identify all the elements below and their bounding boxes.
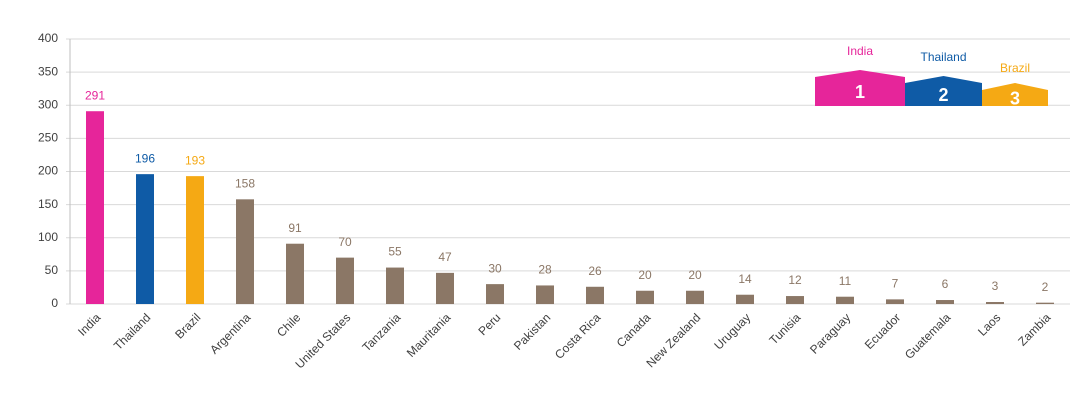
y-tick-label: 50 [45, 263, 59, 277]
bar [186, 176, 204, 304]
value-label: 6 [942, 277, 949, 291]
value-label: 47 [438, 250, 452, 264]
bar [836, 296, 854, 304]
y-tick-label: 100 [38, 230, 58, 244]
bar [536, 285, 554, 304]
x-tick-label: Brazil [172, 310, 203, 341]
value-label: 193 [185, 153, 205, 167]
bar [86, 111, 104, 305]
bar [786, 296, 804, 304]
y-tick-label: 150 [38, 197, 58, 211]
value-label: 2 [1042, 280, 1049, 294]
bar [286, 243, 304, 304]
bar [336, 257, 354, 304]
x-tick-label: Peru [476, 310, 504, 338]
bar [236, 199, 254, 304]
x-tick-label: Tanzania [359, 310, 403, 354]
value-label: 291 [85, 88, 105, 102]
x-tick-label: Tunisia [766, 310, 803, 347]
bar [636, 290, 654, 304]
podium-block [905, 76, 982, 106]
x-tick-label: Ecuador [862, 310, 904, 352]
podium-block [815, 70, 905, 106]
x-tick-label: Guatemala [902, 310, 954, 362]
bar [486, 284, 504, 304]
x-tick-label: Uruguay [711, 310, 753, 352]
x-tick-label: Laos [975, 310, 1003, 338]
value-label: 12 [788, 273, 802, 287]
x-tick-label: Mauritania [404, 310, 454, 360]
value-label: 70 [338, 235, 352, 249]
value-label: 3 [992, 279, 999, 293]
value-label: 28 [538, 263, 552, 277]
value-label: 7 [892, 277, 899, 291]
bar [136, 174, 154, 304]
value-label: 20 [688, 268, 702, 282]
x-tick-label: Thailand [111, 310, 153, 352]
value-label: 20 [638, 268, 652, 282]
podium-rank: 1 [855, 82, 865, 102]
podium-name: Brazil [1000, 61, 1030, 75]
podium-name: Thailand [920, 50, 966, 64]
x-tick-label: Canada [614, 310, 654, 350]
y-tick-label: 250 [38, 131, 58, 145]
y-tick-label: 350 [38, 64, 58, 78]
x-tick-label: Argentina [207, 310, 253, 356]
bar [686, 290, 704, 304]
bar [936, 300, 954, 304]
x-tick-label: Chile [274, 310, 303, 339]
podium-block [982, 83, 1048, 106]
x-tick-label: India [75, 310, 104, 339]
value-label: 91 [288, 221, 302, 235]
x-tick-label: Pakistan [511, 310, 553, 352]
x-tick-label: Zambia [1015, 310, 1053, 348]
value-label: 158 [235, 176, 255, 190]
y-tick-label: 400 [38, 31, 58, 45]
y-tick-label: 300 [38, 97, 58, 111]
podium-rank: 3 [1010, 88, 1020, 108]
value-label: 55 [388, 245, 402, 259]
y-tick-label: 0 [51, 296, 58, 310]
x-tick-label: Costa Rica [552, 310, 604, 362]
bar [1036, 302, 1054, 304]
value-label: 26 [588, 264, 602, 278]
podium-rank: 2 [938, 85, 948, 105]
value-label: 196 [135, 151, 155, 165]
x-tick-label: Paraguay [807, 310, 853, 356]
podium-name: India [847, 44, 873, 58]
value-label: 11 [839, 274, 852, 288]
bar [386, 267, 404, 304]
bar [986, 302, 1004, 304]
y-tick-label: 200 [38, 164, 58, 178]
bar [736, 294, 754, 304]
value-label: 14 [738, 272, 752, 286]
value-label: 30 [488, 261, 502, 275]
bar [886, 299, 904, 304]
bar [586, 286, 604, 304]
bar [436, 272, 454, 304]
